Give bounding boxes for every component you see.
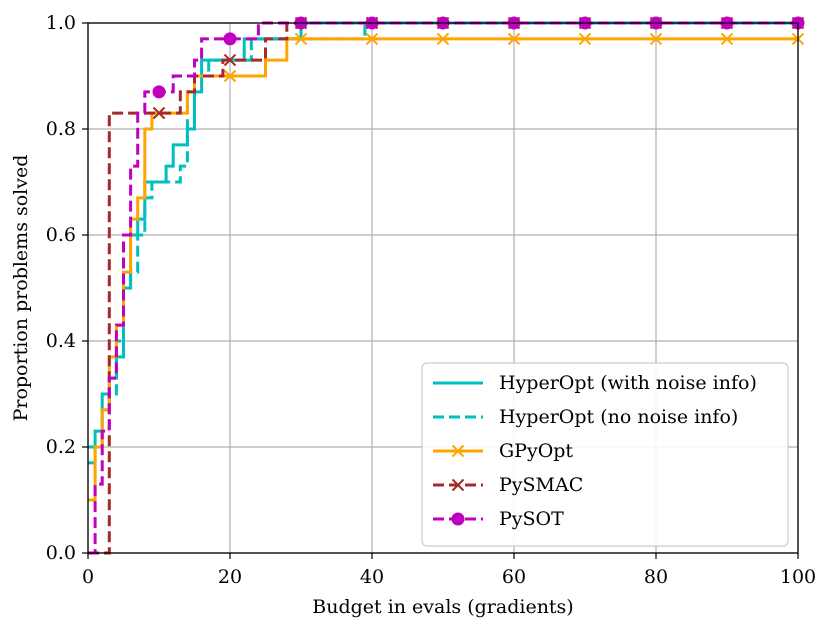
series-point bbox=[507, 32, 521, 46]
y-tick-label: 1.0 bbox=[46, 12, 76, 34]
y-tick-label: 0.6 bbox=[46, 224, 76, 246]
legend-item: GPyOpt bbox=[433, 440, 573, 462]
x-axis-label: Budget in evals (gradients) bbox=[312, 596, 573, 618]
x-tick-label: 100 bbox=[780, 566, 816, 588]
x-tick-label: 60 bbox=[502, 566, 526, 588]
y-tick-label: 0.0 bbox=[46, 542, 76, 564]
series-point bbox=[294, 32, 308, 46]
series-point bbox=[578, 32, 592, 46]
legend-label: HyperOpt (no noise info) bbox=[499, 406, 738, 428]
legend-marker bbox=[451, 478, 465, 492]
series-point bbox=[223, 32, 237, 46]
series-point bbox=[223, 69, 237, 83]
y-axis-label: Proportion problems solved bbox=[10, 155, 32, 422]
series-point bbox=[152, 85, 166, 99]
legend-item: HyperOpt (no noise info) bbox=[433, 406, 738, 428]
legend-marker bbox=[451, 444, 465, 458]
x-tick-label: 80 bbox=[644, 566, 668, 588]
series-point bbox=[223, 53, 237, 67]
legend-label: HyperOpt (with noise info) bbox=[499, 372, 757, 394]
series-layer bbox=[88, 16, 805, 555]
x-tick-label: 0 bbox=[82, 566, 94, 588]
legend-item: PySOT bbox=[433, 508, 564, 530]
legend-marker bbox=[451, 512, 465, 526]
series-point bbox=[720, 32, 734, 46]
ticks: 0 20 40 60 80 100 0.0 0.2 0.4 0.6 0.8 1.0 bbox=[46, 12, 816, 588]
series-point bbox=[365, 32, 379, 46]
series-point bbox=[649, 32, 663, 46]
plot-frame bbox=[87, 22, 799, 554]
legend-box bbox=[421, 362, 789, 547]
legend-label: GPyOpt bbox=[499, 440, 573, 462]
y-tick-label: 0.2 bbox=[46, 436, 76, 458]
x-tick-label: 40 bbox=[360, 566, 384, 588]
x-tick-label: 20 bbox=[218, 566, 242, 588]
y-tick-label: 0.8 bbox=[46, 118, 76, 140]
legend: HyperOpt (with noise info) HyperOpt (no n… bbox=[421, 362, 789, 547]
legend-item: HyperOpt (with noise info) bbox=[433, 372, 757, 394]
series-point bbox=[436, 32, 450, 46]
y-tick-label: 0.4 bbox=[46, 330, 76, 352]
legend-item: PySMAC bbox=[433, 474, 583, 496]
series-line bbox=[88, 21, 798, 555]
legend-label: PySOT bbox=[499, 508, 564, 530]
legend-label: PySMAC bbox=[499, 474, 583, 496]
series-point bbox=[152, 106, 166, 120]
